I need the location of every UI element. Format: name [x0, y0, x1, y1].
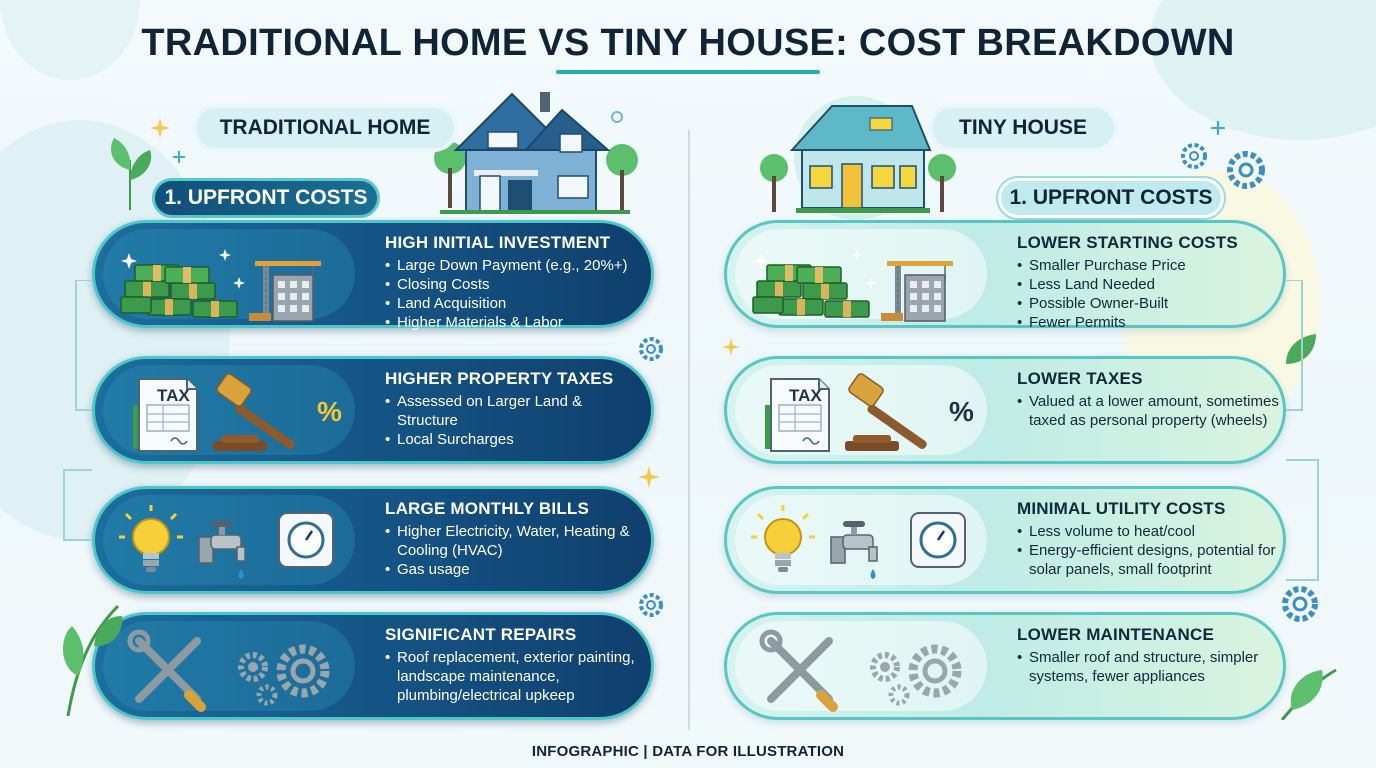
connector-lines-right	[1286, 280, 1319, 581]
tax-label: TAX	[789, 386, 822, 405]
plus-icon	[1211, 121, 1225, 135]
column-title-tiny: TINY HOUSE	[932, 108, 1114, 148]
card-bullets: Large Down Payment (e.g., 20%+) Closing …	[385, 256, 647, 332]
leaf-icon	[1280, 668, 1337, 720]
bullet: Assessed on Larger Land & Structure	[385, 392, 647, 430]
column-title-traditional: TRADITIONAL HOME	[196, 108, 454, 148]
card-heading: LOWER TAXES	[1017, 369, 1143, 388]
bullet: Smaller Purchase Price	[1017, 256, 1279, 275]
bullet: Closing Costs	[385, 275, 647, 294]
card-heading: HIGH INITIAL INVESTMENT	[385, 233, 611, 252]
card-heading: LARGE MONTHLY BILLS	[385, 499, 590, 518]
card-lower-starting-costs: LOWER STARTING COSTS Smaller Purchase Pr…	[724, 220, 1286, 332]
circle-dot-icon	[611, 111, 623, 123]
tax-gavel-icon: TAX %	[132, 371, 342, 452]
leaf-icon	[62, 604, 123, 716]
card-lower-taxes: TAX % LOWER TAXES Valued at a lower amou…	[724, 356, 1286, 464]
card-lower-maintenance: LOWER MAINTENANCE Smaller roof and struc…	[724, 612, 1286, 720]
gear-icon	[639, 593, 663, 617]
card-bullets: Smaller Purchase Price Less Land Needed …	[1017, 256, 1279, 332]
card-heading: SIGNIFICANT REPAIRS	[385, 625, 577, 644]
card-large-monthly-bills: LARGE MONTHLY BILLS Higher Electricity, …	[92, 486, 654, 594]
sparkle-icon	[638, 466, 660, 488]
card-bullets: Smaller roof and structure, simpler syst…	[1017, 648, 1279, 686]
card-higher-property-taxes: TAX % HIGHER PROPERTY TAXES Assessed on …	[92, 356, 654, 464]
tools-gears-icon	[735, 621, 987, 717]
bullet: Less volume to heat/cool	[1017, 522, 1279, 541]
leaf-icon	[111, 138, 152, 210]
bullet: Large Down Payment (e.g., 20%+)	[385, 256, 647, 275]
bullet: Energy-efficient designs, potential for …	[1017, 541, 1279, 579]
card-heading: HIGHER PROPERTY TAXES	[385, 369, 614, 388]
column-divider	[688, 130, 690, 730]
connector-lines-left	[63, 280, 92, 541]
card-heading: LOWER MAINTENANCE	[1017, 625, 1214, 644]
bullet: Smaller roof and structure, simpler syst…	[1017, 648, 1279, 686]
gear-icon	[1181, 143, 1265, 189]
bullet: Land Acquisition	[385, 294, 647, 313]
card-heading: LOWER STARTING COSTS	[1017, 233, 1238, 252]
plus-icon	[173, 151, 185, 163]
tools-gears-icon	[103, 621, 355, 717]
bullet: Fewer Permits	[1017, 313, 1279, 332]
page-title: TRADITIONAL HOME VS TINY HOUSE: COST BRE…	[141, 22, 1235, 64]
tax-gavel-icon: TAX %	[764, 371, 974, 452]
bullet: Local Surcharges	[385, 430, 647, 449]
tax-label: TAX	[157, 386, 190, 405]
section-label-upfront-right: 1. UPFRONT COSTS	[998, 178, 1224, 218]
footer-note: INFOGRAPHIC | DATA FOR ILLUSTRATION	[531, 743, 845, 760]
traditional-house-icon	[434, 92, 638, 214]
utilities-icon	[749, 503, 967, 581]
bullet: Higher Electricity, Water, Heating & Coo…	[385, 522, 647, 560]
bullet: Valued at a lower amount, sometimes taxe…	[1017, 392, 1279, 430]
bullet: Less Land Needed	[1017, 275, 1279, 294]
money-and-construction-icon	[120, 248, 322, 322]
bullet: Possible Owner-Built	[1017, 294, 1279, 313]
percent-symbol: %	[949, 396, 974, 427]
title-underline	[556, 70, 820, 74]
sparkle-icon	[722, 338, 740, 356]
card-minimal-utility-costs: MINIMAL UTILITY COSTS Less volume to hea…	[724, 486, 1286, 594]
card-bullets: Assessed on Larger Land & Structure Loca…	[385, 392, 647, 449]
bullet: Higher Materials & Labor	[385, 313, 647, 332]
bullet: Gas usage	[385, 560, 647, 579]
utilities-icon	[117, 503, 335, 581]
card-bullets: Valued at a lower amount, sometimes taxe…	[1017, 392, 1279, 430]
card-bullets: Less volume to heat/cool Energy-efficien…	[1017, 522, 1279, 579]
gear-icon	[1282, 586, 1318, 622]
card-high-initial-investment: HIGH INITIAL INVESTMENT Large Down Payme…	[92, 220, 654, 332]
section-label-upfront-left: 1. UPFRONT COSTS	[152, 178, 380, 218]
card-bullets: Roof replacement, exterior painting, lan…	[385, 648, 647, 705]
card-significant-repairs: SIGNIFICANT REPAIRS Roof replacement, ex…	[92, 612, 654, 720]
gear-icon	[639, 337, 663, 361]
card-bullets: Higher Electricity, Water, Heating & Coo…	[385, 522, 647, 579]
bullet: Roof replacement, exterior painting, lan…	[385, 648, 647, 705]
money-and-construction-icon	[752, 248, 954, 322]
sparkle-icon	[150, 118, 170, 138]
tiny-house-icon	[760, 96, 956, 220]
percent-symbol: %	[317, 396, 342, 427]
card-heading: MINIMAL UTILITY COSTS	[1017, 499, 1226, 518]
